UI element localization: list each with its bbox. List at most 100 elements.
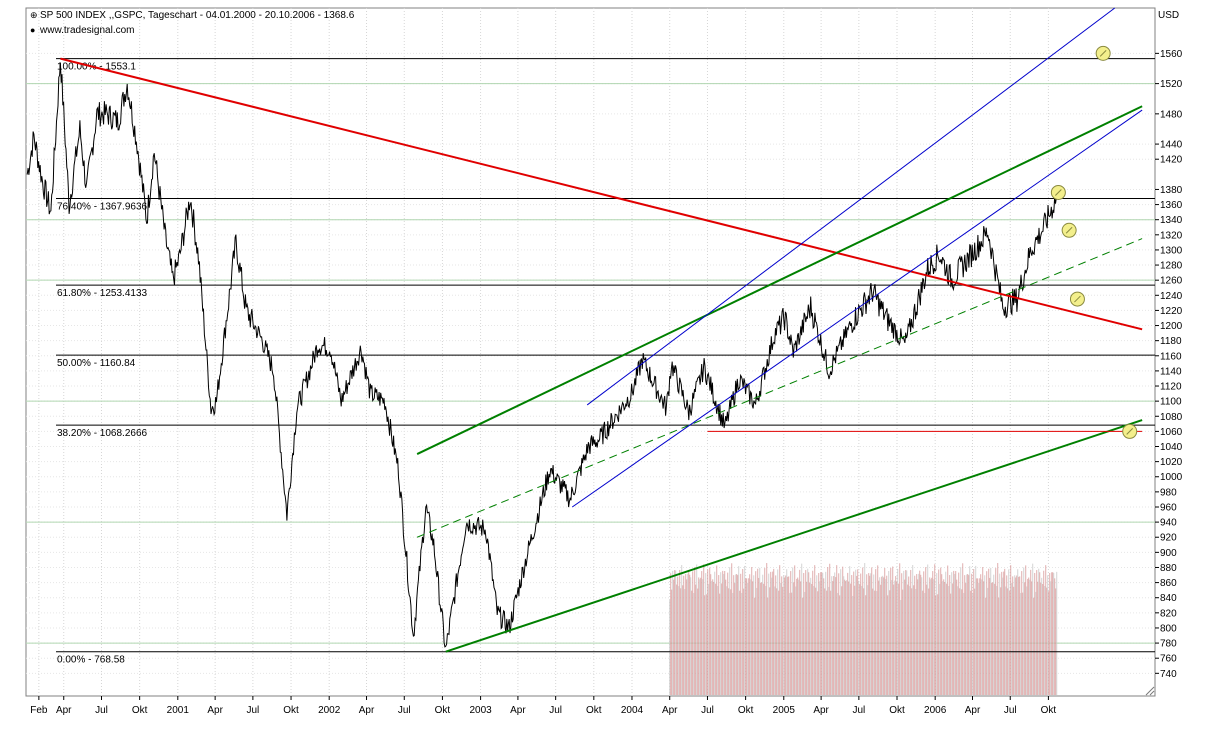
chart-source: ● www.tradesignal.com <box>30 25 134 36</box>
marker-cross <box>1099 50 1107 57</box>
plot-area <box>25 7 1156 697</box>
trendline-green-lower-channel <box>445 419 1143 653</box>
marker-cross <box>1065 226 1073 234</box>
x-tick-label: Okt <box>283 705 299 716</box>
y-tick-label: 800 <box>1160 623 1177 634</box>
x-tick-label: 2005 <box>773 705 796 716</box>
y-tick-label: 860 <box>1160 578 1177 589</box>
y-tick-label: 840 <box>1160 593 1177 604</box>
x-tick-label: 2003 <box>469 705 492 716</box>
x-tick-label: Apr <box>510 705 526 716</box>
x-tick-label: Okt <box>132 705 148 716</box>
x-tick-label: Apr <box>359 705 375 716</box>
resize-grip-icon[interactable] <box>1145 686 1155 696</box>
fibonacci-levels: 100.00% - 1553.176.40% - 1367.963661.80%… <box>56 58 1155 666</box>
chart-title-text: SP 500 INDEX ,,GSPC, Tageschart - 04.01.… <box>40 10 355 21</box>
y-tick-label: 740 <box>1160 669 1177 680</box>
fib-level-label: 50.00% - 1160.84 <box>57 358 136 369</box>
y-axis: 740 760 780 800 820 840 860 880 900 920 940 960 980 1… <box>26 49 1183 680</box>
markers <box>1050 45 1138 439</box>
y-tick-label: 1300 <box>1160 245 1183 256</box>
trendline-blue-upper-channel <box>586 7 1116 406</box>
x-tick-label: Okt <box>435 705 451 716</box>
y-tick-label: 1560 <box>1160 49 1183 60</box>
x-tick-label: Okt <box>1041 705 1057 716</box>
x-tick-label: 2001 <box>167 705 190 716</box>
x-tick-label: Apr <box>207 705 223 716</box>
y-tick-label: 780 <box>1160 639 1177 650</box>
chart-source-text[interactable]: www.tradesignal.com <box>40 25 135 36</box>
x-tick-label: Apr <box>813 705 829 716</box>
trendline-blue-lower-channel <box>571 109 1143 508</box>
y-tick-label: 1100 <box>1160 397 1182 408</box>
x-tick-label: Apr <box>56 705 72 716</box>
y-tick-label: 1320 <box>1160 230 1183 241</box>
x-tick-label: Feb <box>30 705 48 716</box>
fib-level-label: 0.00% - 768.58 <box>57 655 125 666</box>
trendline-green-upper-channel <box>416 105 1143 455</box>
y-tick-label: 1240 <box>1160 291 1183 302</box>
trendline-red-downtrend <box>60 57 1143 331</box>
x-tick-label: Jul <box>549 705 562 716</box>
y-tick-label: 820 <box>1160 608 1177 619</box>
fib-level-label: 76.40% - 1367.9636 <box>57 202 148 213</box>
y-tick-label: 1280 <box>1160 261 1183 272</box>
x-axis: Feb Apr Jul Okt 2001 Apr Jul Okt 2002 Apr Jul Okt 20… <box>30 8 1056 716</box>
y-tick-label: 1180 <box>1160 336 1182 347</box>
x-tick-label: 2002 <box>318 705 341 716</box>
y-tick-label: 940 <box>1160 518 1177 529</box>
y-tick-label: 1160 <box>1160 351 1182 362</box>
y-tick-label: 1060 <box>1160 427 1183 438</box>
x-tick-label: Okt <box>738 705 754 716</box>
y-tick-label: 920 <box>1160 533 1177 544</box>
x-tick-label: Okt <box>586 705 602 716</box>
x-tick-label: 2006 <box>924 705 947 716</box>
y-tick-label: 880 <box>1160 563 1177 574</box>
y-tick-label: 1380 <box>1160 185 1183 196</box>
y-tick-label: 1420 <box>1160 155 1183 166</box>
unit-label: USD <box>1158 10 1180 21</box>
x-tick-label: Apr <box>662 705 678 716</box>
x-tick-label: Jul <box>701 705 714 716</box>
y-tick-label: 980 <box>1160 487 1177 498</box>
trendlines <box>60 7 1143 653</box>
price-line <box>26 62 1057 648</box>
x-tick-label: Jul <box>398 705 411 716</box>
y-tick-label: 1260 <box>1160 276 1183 287</box>
y-tick-label: 960 <box>1160 502 1177 513</box>
y-tick-label: 1440 <box>1160 140 1183 151</box>
y-tick-label: 1040 <box>1160 442 1183 453</box>
marker-cross <box>1126 428 1134 435</box>
x-tick-label: Jul <box>95 705 108 716</box>
y-tick-label: 760 <box>1160 654 1177 665</box>
fib-level-label: 61.80% - 1253.4133 <box>57 288 148 299</box>
y-tick-label: 1360 <box>1160 200 1183 211</box>
x-tick-label: Jul <box>852 705 865 716</box>
x-tick-label: Okt <box>889 705 905 716</box>
source-marker-icon: ● <box>30 25 36 35</box>
marker-cross <box>1074 295 1081 303</box>
volume-bars <box>669 563 1058 695</box>
y-tick-label: 1520 <box>1160 79 1183 90</box>
x-tick-label: Jul <box>1004 705 1017 716</box>
marker-cross <box>1055 189 1062 196</box>
x-tick-label: Apr <box>965 705 981 716</box>
fib-level-label: 38.20% - 1068.2666 <box>57 428 148 439</box>
x-tick-label: 2004 <box>621 705 644 716</box>
y-tick-label: 900 <box>1160 548 1177 559</box>
y-tick-label: 1480 <box>1160 109 1183 120</box>
x-tick-label: Jul <box>246 705 259 716</box>
chart-title: ⊕ SP 500 INDEX ,,GSPC, Tageschart - 04.01… <box>30 10 354 21</box>
y-tick-label: 1120 <box>1160 382 1182 393</box>
trendline-green-dashed-channel <box>416 238 1143 538</box>
y-tick-label: 1200 <box>1160 321 1183 332</box>
y-tick-label: 1140 <box>1160 366 1182 377</box>
y-tick-label: 1000 <box>1160 472 1183 483</box>
y-tick-label: 1020 <box>1160 457 1183 468</box>
y-tick-label: 1340 <box>1160 215 1183 226</box>
y-tick-label: 1080 <box>1160 412 1183 423</box>
title-marker-icon: ⊕ <box>30 10 38 20</box>
y-tick-label: 1220 <box>1160 306 1183 317</box>
